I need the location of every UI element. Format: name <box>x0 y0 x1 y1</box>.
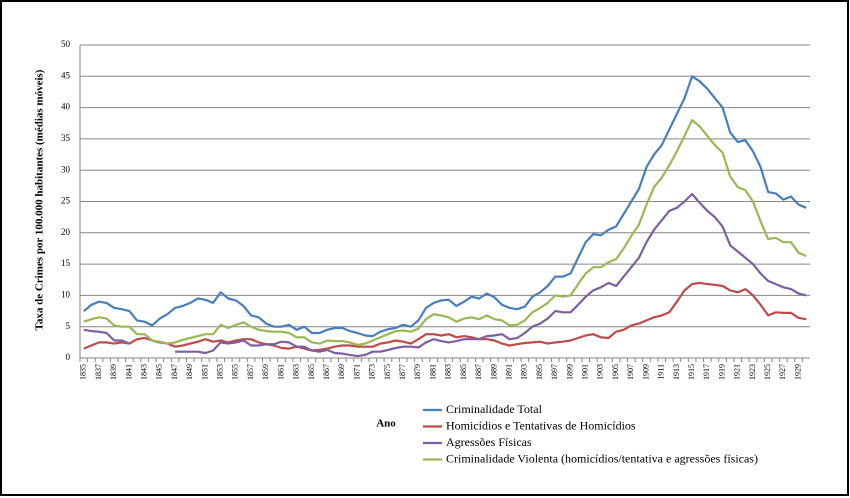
series-line <box>83 119 807 346</box>
x-tick-label: 1863 <box>292 364 301 380</box>
x-tick-label: 1845 <box>155 364 164 380</box>
y-tick-label: 25 <box>61 196 71 206</box>
y-tick-label: 15 <box>61 258 71 268</box>
x-tick-label: 1897 <box>550 364 559 380</box>
x-tick-label: 1875 <box>383 364 392 380</box>
y-tick-label: 5 <box>66 321 71 331</box>
x-tick-label: 1869 <box>337 364 346 380</box>
legend-label: Homicídios e Tentativas de Homicídios <box>446 418 636 432</box>
x-tick-label: 1929 <box>793 364 802 380</box>
x-tick-label: 1921 <box>733 364 742 380</box>
x-tick-label: 1889 <box>489 364 498 380</box>
x-tick-label: 1841 <box>124 364 133 380</box>
x-tick-label: 1907 <box>626 364 635 380</box>
x-tick-label: 1903 <box>596 364 605 380</box>
x-tick-label: 1847 <box>170 364 179 380</box>
x-tick-label: 1879 <box>413 364 422 380</box>
y-tick-label: 20 <box>61 227 71 237</box>
y-tick-label: 10 <box>61 289 71 299</box>
x-tick-label: 1917 <box>702 364 711 380</box>
x-tick-label: 1885 <box>459 364 468 380</box>
x-tick-label: 1873 <box>368 364 377 380</box>
x-tick-label: 1865 <box>307 364 316 380</box>
legend-label: Criminalidade Violenta (homicídios/tenta… <box>446 451 758 465</box>
y-axis-label: Taxa de Crimes por 100.000 habitantes (m… <box>34 69 46 330</box>
x-tick-label: 1855 <box>231 364 240 380</box>
x-tick-label: 1905 <box>611 364 620 380</box>
x-tick-label: 1837 <box>94 364 103 380</box>
x-tick-label: 1883 <box>444 364 453 380</box>
x-tick-label: 1911 <box>657 364 666 380</box>
series-line <box>83 75 807 338</box>
x-tick-label: 1913 <box>672 364 681 380</box>
x-tick-label: 1915 <box>687 364 696 380</box>
series-line <box>83 328 130 345</box>
x-tick-label: 1891 <box>504 364 513 380</box>
legend-label: Agressões Físicas <box>446 435 532 449</box>
x-tick-label: 1881 <box>428 364 437 380</box>
x-tick-label: 1859 <box>261 364 270 380</box>
y-tick-label: 50 <box>61 39 71 49</box>
x-tick-label: 1923 <box>748 364 757 380</box>
x-tick-label: 1893 <box>520 364 529 380</box>
x-tick-label: 1899 <box>565 364 574 380</box>
series-line <box>83 281 807 352</box>
x-tick-label: 1871 <box>352 364 361 380</box>
x-tick-label: 1843 <box>139 364 148 380</box>
x-tick-label: 1887 <box>474 364 483 380</box>
x-tick-label: 1835 <box>79 364 88 380</box>
series-line <box>175 192 807 358</box>
y-tick-label: 35 <box>61 133 71 143</box>
y-tick-label: 30 <box>61 164 71 174</box>
x-tick-label: 1925 <box>763 364 772 380</box>
x-tick-label: 1895 <box>535 364 544 380</box>
y-tick-label: 0 <box>66 352 71 362</box>
y-tick-label: 40 <box>61 102 71 112</box>
x-tick-label: 1849 <box>185 364 194 380</box>
legend-label: Criminalidade Total <box>446 402 543 416</box>
x-tick-label: 1857 <box>246 364 255 380</box>
x-tick-label: 1839 <box>109 364 118 380</box>
x-tick-label: 1901 <box>581 364 590 380</box>
x-tick-label: 1853 <box>216 364 225 380</box>
x-tick-label: 1909 <box>641 364 650 380</box>
x-tick-label: 1919 <box>717 364 726 380</box>
x-axis-label: Ano <box>376 418 396 430</box>
x-tick-label: 1927 <box>778 364 787 380</box>
x-tick-label: 1867 <box>322 364 331 380</box>
x-tick-label: 1861 <box>276 364 285 380</box>
y-tick-label: 45 <box>61 70 71 80</box>
x-tick-label: 1877 <box>398 364 407 380</box>
x-tick-label: 1851 <box>200 364 209 380</box>
